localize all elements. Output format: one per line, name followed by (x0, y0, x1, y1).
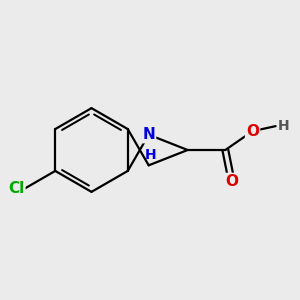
Text: O: O (246, 124, 259, 139)
Text: Cl: Cl (8, 181, 24, 196)
Text: N: N (142, 127, 155, 142)
Text: O: O (225, 174, 238, 189)
Text: H: H (145, 148, 156, 162)
Text: H: H (278, 119, 289, 133)
